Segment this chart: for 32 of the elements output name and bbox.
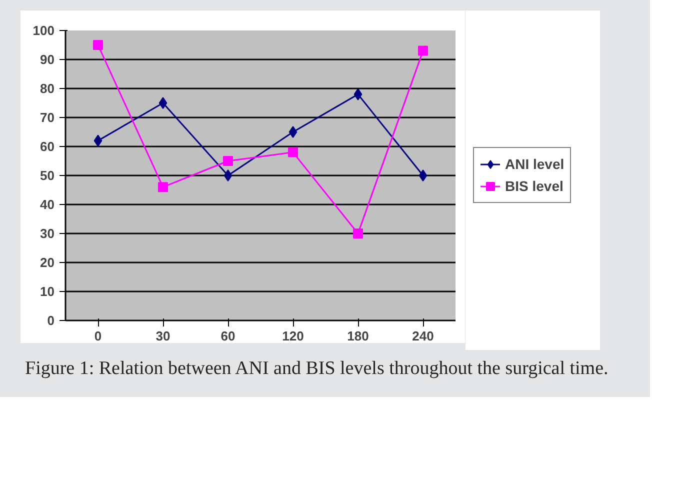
y-tick-label: 10 [40,284,55,299]
x-tick-label: 120 [282,328,304,344]
y-tick-label: 0 [47,313,55,328]
legend-label: BIS level [505,178,564,194]
y-tick-label: 70 [40,110,55,125]
caption: Figure 1: Relation between ANI and BIS levels throughout the surgical time. [25,357,608,381]
y-tick-label: 40 [40,197,55,212]
point [224,170,232,182]
y-tick-label: 80 [40,81,55,96]
point [353,228,363,238]
point [158,182,168,192]
x-tick-label: 60 [220,328,236,344]
point [158,97,168,109]
y-tick-label: 100 [32,23,55,38]
x-tick-label: 30 [156,328,170,344]
y-tick-label: 60 [40,139,55,154]
y-tick-label: 30 [40,226,55,241]
point [94,134,102,147]
y-tick-label: 20 [40,255,55,270]
point [223,156,233,166]
y-tick-label: 90 [40,52,55,67]
y-tick-label: 50 [40,168,55,183]
point [418,170,428,182]
point [354,88,362,100]
x-tick-label: 240 [412,328,434,344]
point [93,40,103,50]
x-tick-label: 180 [347,328,369,344]
point [288,147,298,158]
legend-label: ANI level [505,156,564,172]
point [418,46,428,56]
x-tick-label: 0 [94,328,102,344]
point [288,126,298,138]
